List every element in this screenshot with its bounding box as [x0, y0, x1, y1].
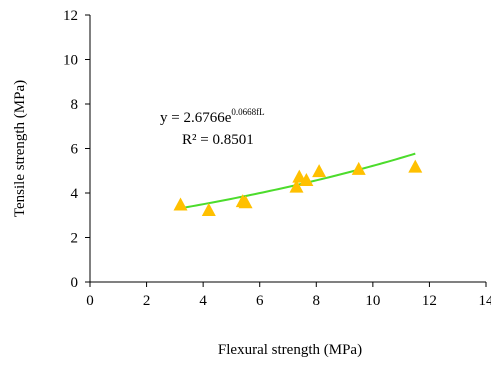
- trendline-equation: y = 2.6766e0.0668fL: [160, 107, 265, 126]
- x-tick-label: 12: [422, 293, 437, 309]
- y-tick-label: 10: [63, 53, 78, 69]
- data-points: [174, 160, 423, 216]
- x-tick-label: 14: [479, 293, 491, 309]
- equation-base: y = 2.6766e: [160, 110, 232, 126]
- y-tick-label: 12: [63, 8, 78, 24]
- x-tick-label: 8: [313, 293, 321, 309]
- y-axis-title: Tensile strength (MPa): [12, 80, 28, 217]
- x-tick-label: 0: [86, 293, 94, 309]
- x-ticks: 0 2 4 6 8 10 12 14: [86, 282, 491, 309]
- x-tick-label: 2: [143, 293, 151, 309]
- x-tick-label: 6: [256, 293, 264, 309]
- data-point-triangle: [312, 164, 326, 177]
- x-axis-title: Flexural strength (MPa): [218, 342, 362, 358]
- y-tick-label: 6: [71, 142, 79, 158]
- y-tick-label: 0: [71, 275, 79, 291]
- y-ticks: 0 2 4 6 8 10 12: [63, 8, 90, 291]
- data-point-triangle: [408, 160, 422, 173]
- y-tick-label: 8: [71, 97, 79, 113]
- equation-exponent: 0.0668fL: [231, 107, 264, 117]
- axes: 0 2 4 6 8 10 12 14 0 2 4 6 8 10 12: [63, 8, 491, 309]
- r-squared-label: R² = 0.8501: [182, 132, 254, 148]
- x-tick-label: 4: [199, 293, 207, 309]
- x-tick-label: 10: [365, 293, 380, 309]
- y-tick-label: 2: [71, 231, 79, 247]
- data-point-triangle: [174, 197, 188, 210]
- y-tick-label: 4: [71, 186, 79, 202]
